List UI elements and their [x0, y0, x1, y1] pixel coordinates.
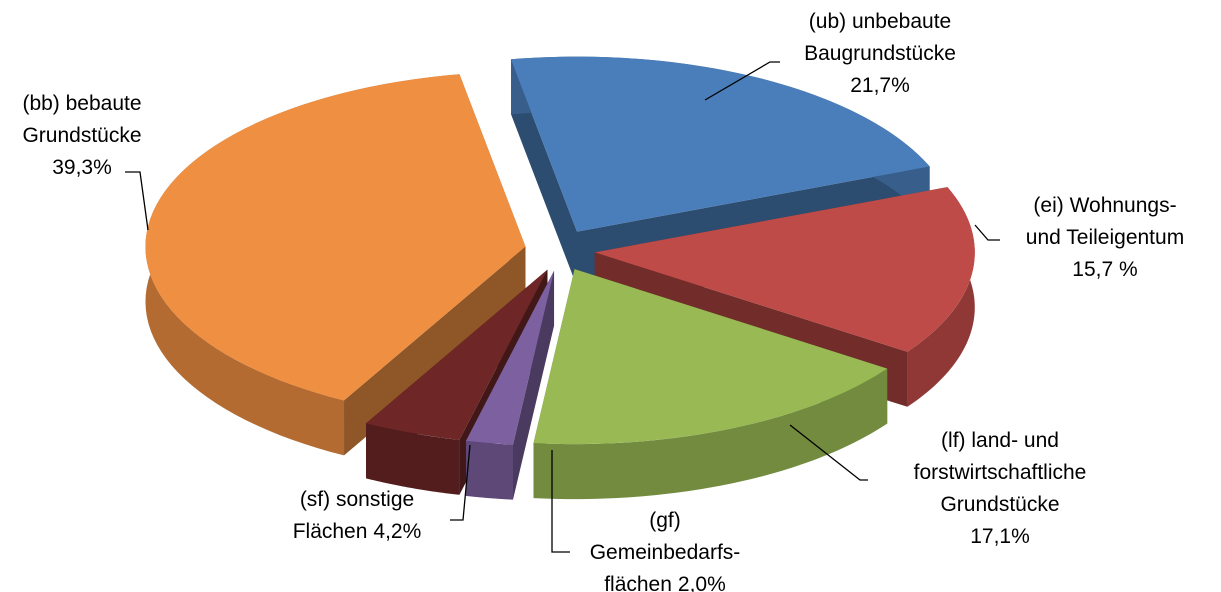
leader-line: [704, 61, 780, 101]
slice: [465, 270, 555, 500]
leader-line: [450, 444, 471, 521]
slice-rim: [465, 440, 514, 500]
slice: [145, 74, 526, 456]
leader-line: [125, 171, 149, 231]
label-line: Grundstücke: [22, 124, 141, 147]
value-label: 4,2%: [373, 520, 421, 543]
label-line: (sf) sonstige: [300, 488, 414, 511]
data-label: (ub) unbebaute Baugrundstücke 21,7%: [804, 10, 956, 97]
label-line: (bb) bebaute: [22, 92, 141, 115]
label-line: Gemeinbedarfs-: [590, 541, 741, 564]
leader-line: [789, 424, 868, 481]
label-line: Flächen: [293, 520, 368, 543]
label-line: (ub) unbebaute: [809, 10, 951, 33]
label-line: und Teileigentum: [1026, 226, 1184, 249]
slice-side: [511, 59, 578, 287]
data-label: (ei) Wohnungs-und Teileigentum 15,7 %: [1026, 194, 1184, 281]
slice-top: [465, 270, 555, 445]
slice: [533, 269, 888, 500]
data-label: (bb) bebaute Grundstücke 39,3%: [22, 92, 141, 179]
slice-top: [511, 56, 930, 232]
label-line: (ei) Wohnungs-: [1033, 194, 1176, 217]
value-label: 2,0%: [678, 573, 726, 592]
leader-line: [551, 450, 570, 553]
data-label: (lf) land- und forstwirtschaftliche Grunds…: [914, 429, 1087, 548]
leader-line: [974, 224, 1000, 241]
label-line: Grundstücke: [940, 493, 1059, 516]
label-line: forstwirtschaftliche: [914, 461, 1087, 484]
value-label: 39,3%: [52, 156, 112, 179]
label-line: (lf) land- und: [941, 429, 1059, 452]
label-line: flächen: [604, 573, 672, 592]
slice-top: [145, 74, 526, 401]
slice-top: [594, 187, 975, 352]
data-label: (sf) sonstige Flächen 4,2%: [293, 488, 422, 543]
value-label: 17,1%: [970, 525, 1030, 548]
slice-side: [344, 246, 526, 456]
data-label: (gf) Gemeinbedarfs-flächen 2,0%: [590, 509, 741, 592]
slice-rim: [366, 423, 460, 495]
value-label: 21,7%: [850, 74, 910, 97]
slice-top: [533, 269, 888, 445]
label-line: (gf): [649, 509, 681, 532]
value-label: 15,7 %: [1072, 258, 1137, 281]
slice-rim: [533, 368, 888, 500]
slice-top: [366, 269, 548, 440]
label-line: Baugrundstücke: [804, 42, 956, 65]
